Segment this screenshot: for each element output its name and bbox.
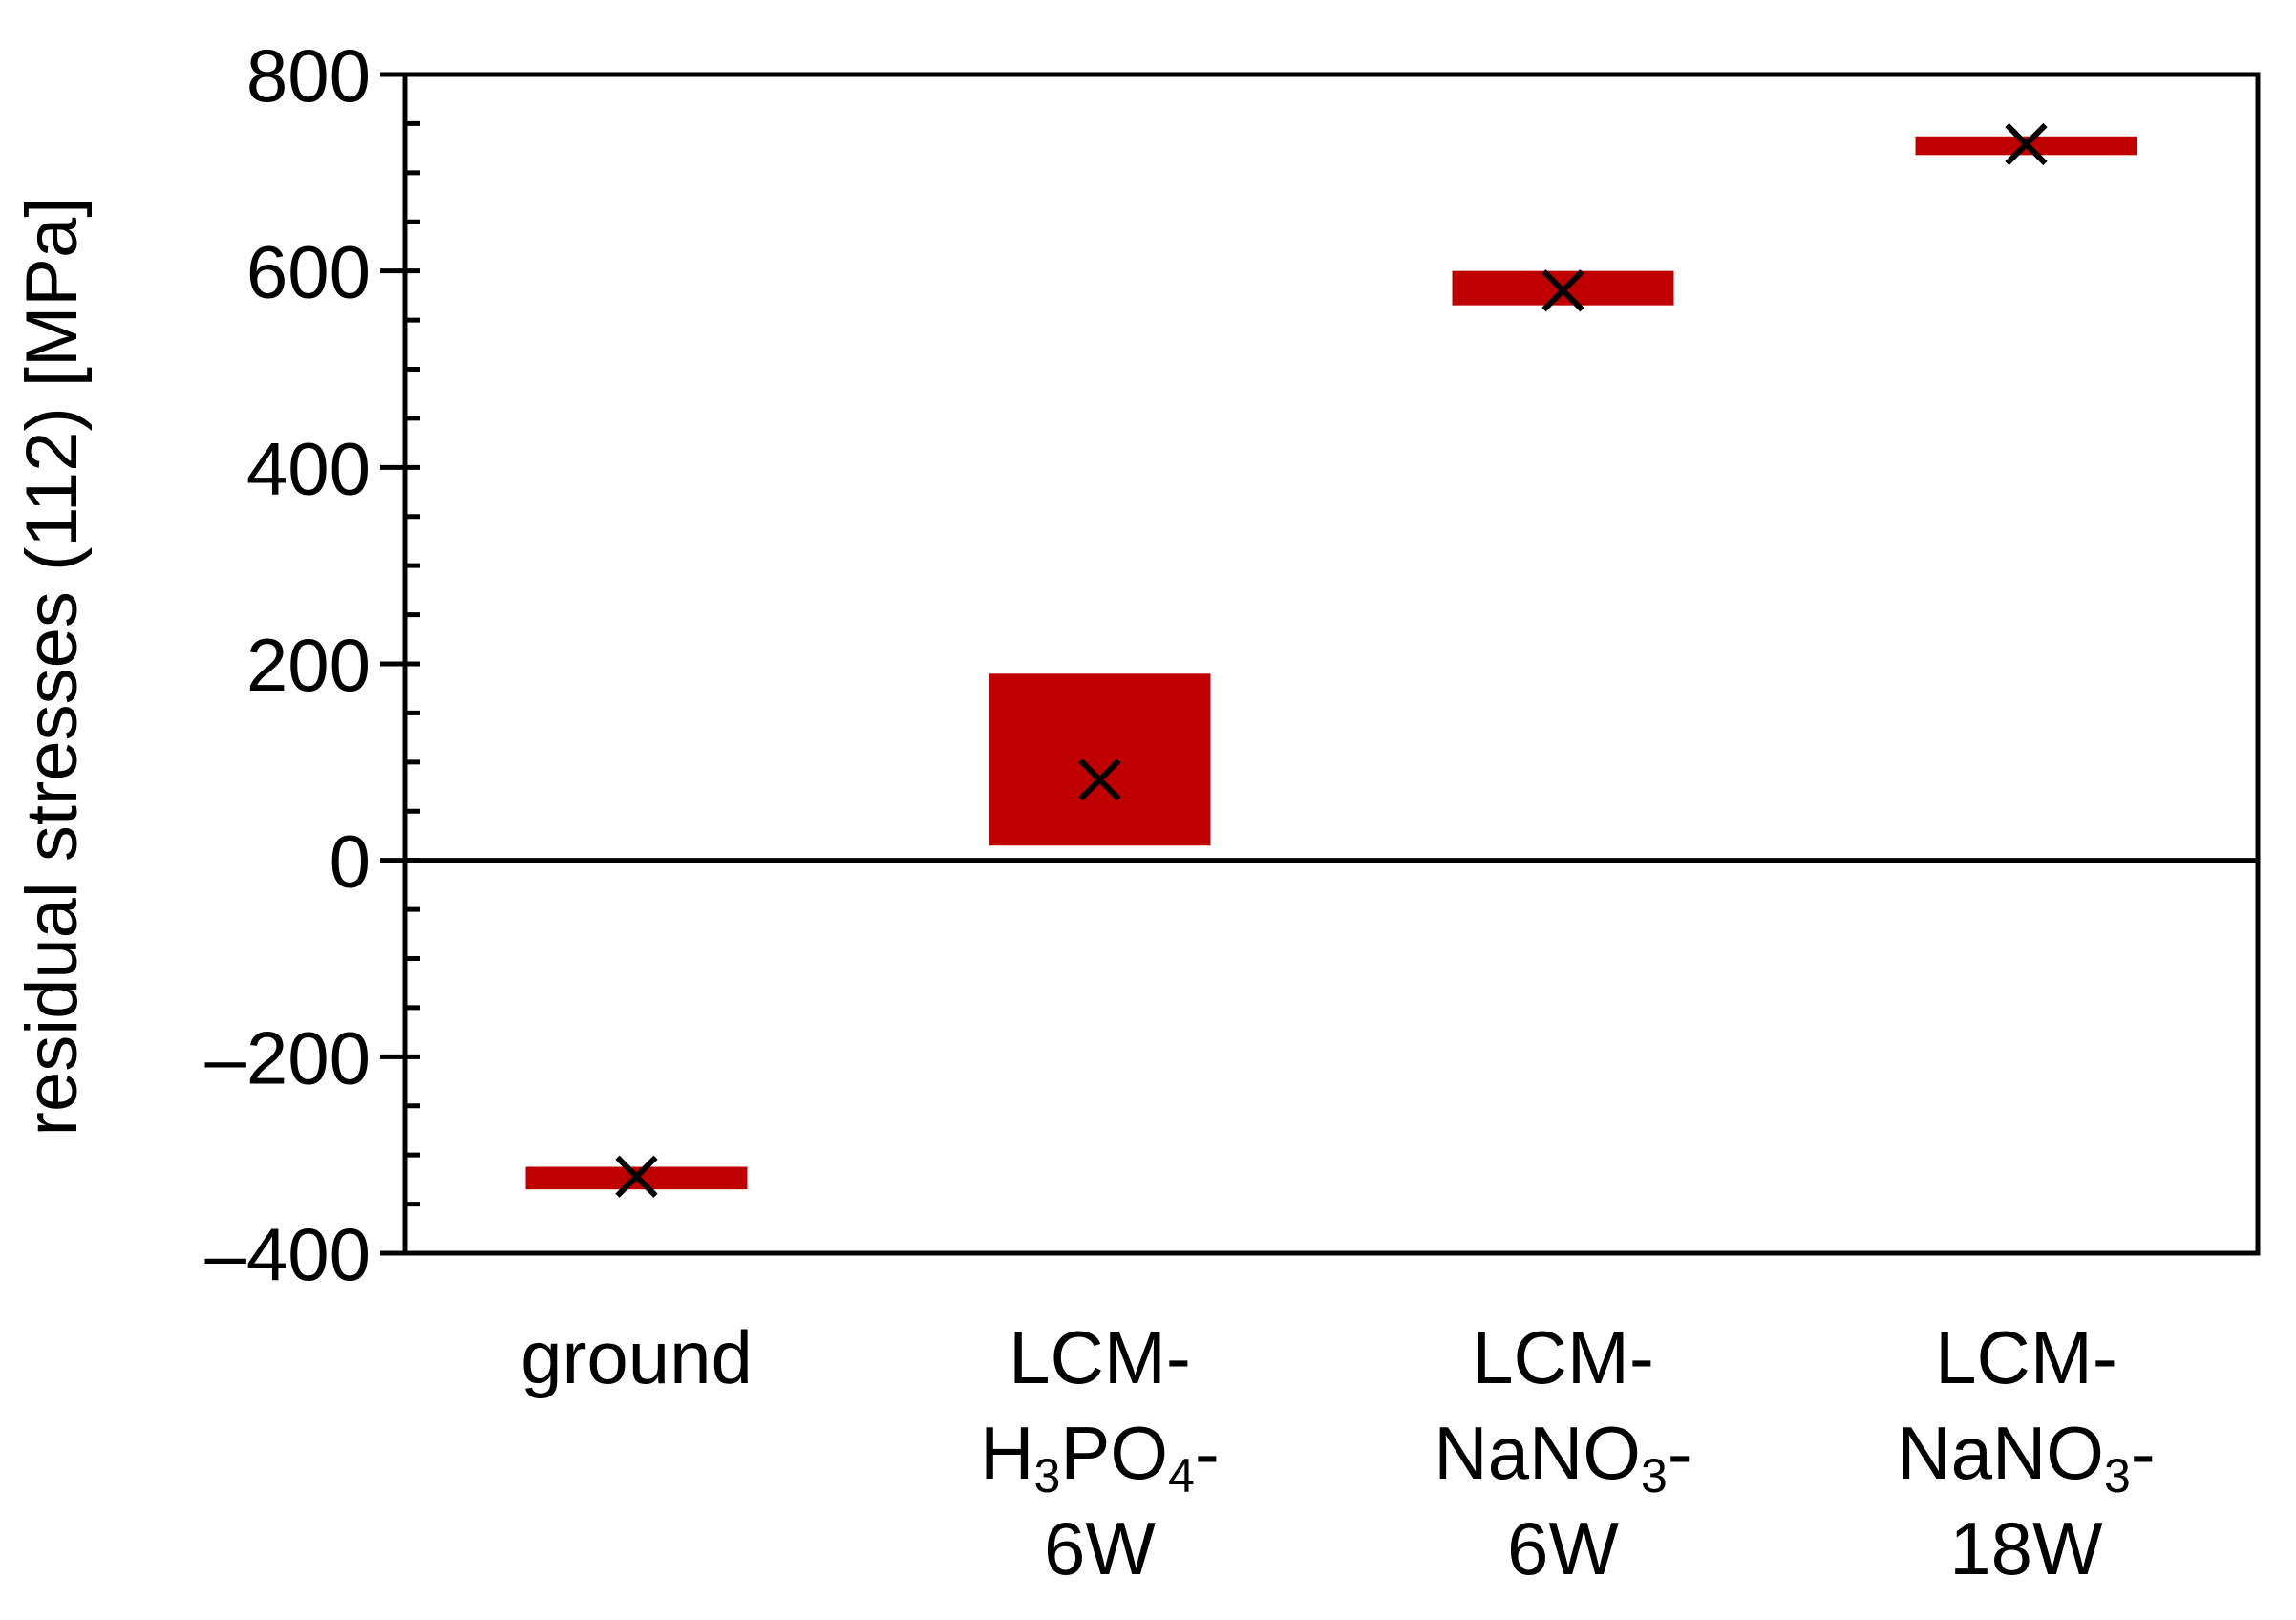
y-tick-label: 400: [246, 426, 371, 510]
axes-layer: [402, 72, 2261, 1256]
y-tick-label: 200: [246, 623, 371, 707]
mean-markers-layer: [615, 122, 2048, 1198]
marker-stroke: [1541, 269, 1584, 312]
x-labels-layer: ground LCM-H3PO4-6W LCM-NaNO3-6W LCM-NaNO3-…: [521, 1315, 2156, 1590]
plot-frame: [402, 72, 2261, 1256]
marker-stroke: [1078, 758, 1121, 801]
marker-stroke: [615, 1155, 658, 1198]
mean-marker-lcm-nano3-6w: [1541, 269, 1584, 312]
x-label-lcm-nano3-6w: LCM-NaNO3-6W: [1434, 1315, 1692, 1590]
y-tick-label: –400: [204, 1212, 371, 1296]
box-lcm-h3po4-6w: [989, 673, 1211, 846]
mean-marker-ground: [615, 1155, 658, 1198]
y-axis-label: residual stresses (112) [MPa]: [11, 198, 93, 1137]
mean-marker-lcm-h3po4-6w: [1078, 758, 1121, 801]
boxes-layer: [525, 136, 2137, 1190]
x-label-lcm-h3po4-6w: LCM-H3PO4-6W: [980, 1315, 1220, 1590]
x-label-ground: ground: [521, 1315, 753, 1399]
y-tick-label: 800: [246, 33, 371, 117]
x-label-lcm-nano3-18w: LCM-NaNO3-18W: [1897, 1315, 2156, 1590]
y-tick-label: 600: [246, 230, 371, 314]
y-tick-label: –200: [204, 1015, 371, 1099]
marker-stroke: [2005, 122, 2048, 166]
mean-marker-lcm-nano3-18w: [2005, 122, 2048, 166]
y-ticks-layer: –400 –200 0 200 400 600 800: [204, 33, 420, 1296]
y-tick-label: 0: [330, 820, 371, 904]
